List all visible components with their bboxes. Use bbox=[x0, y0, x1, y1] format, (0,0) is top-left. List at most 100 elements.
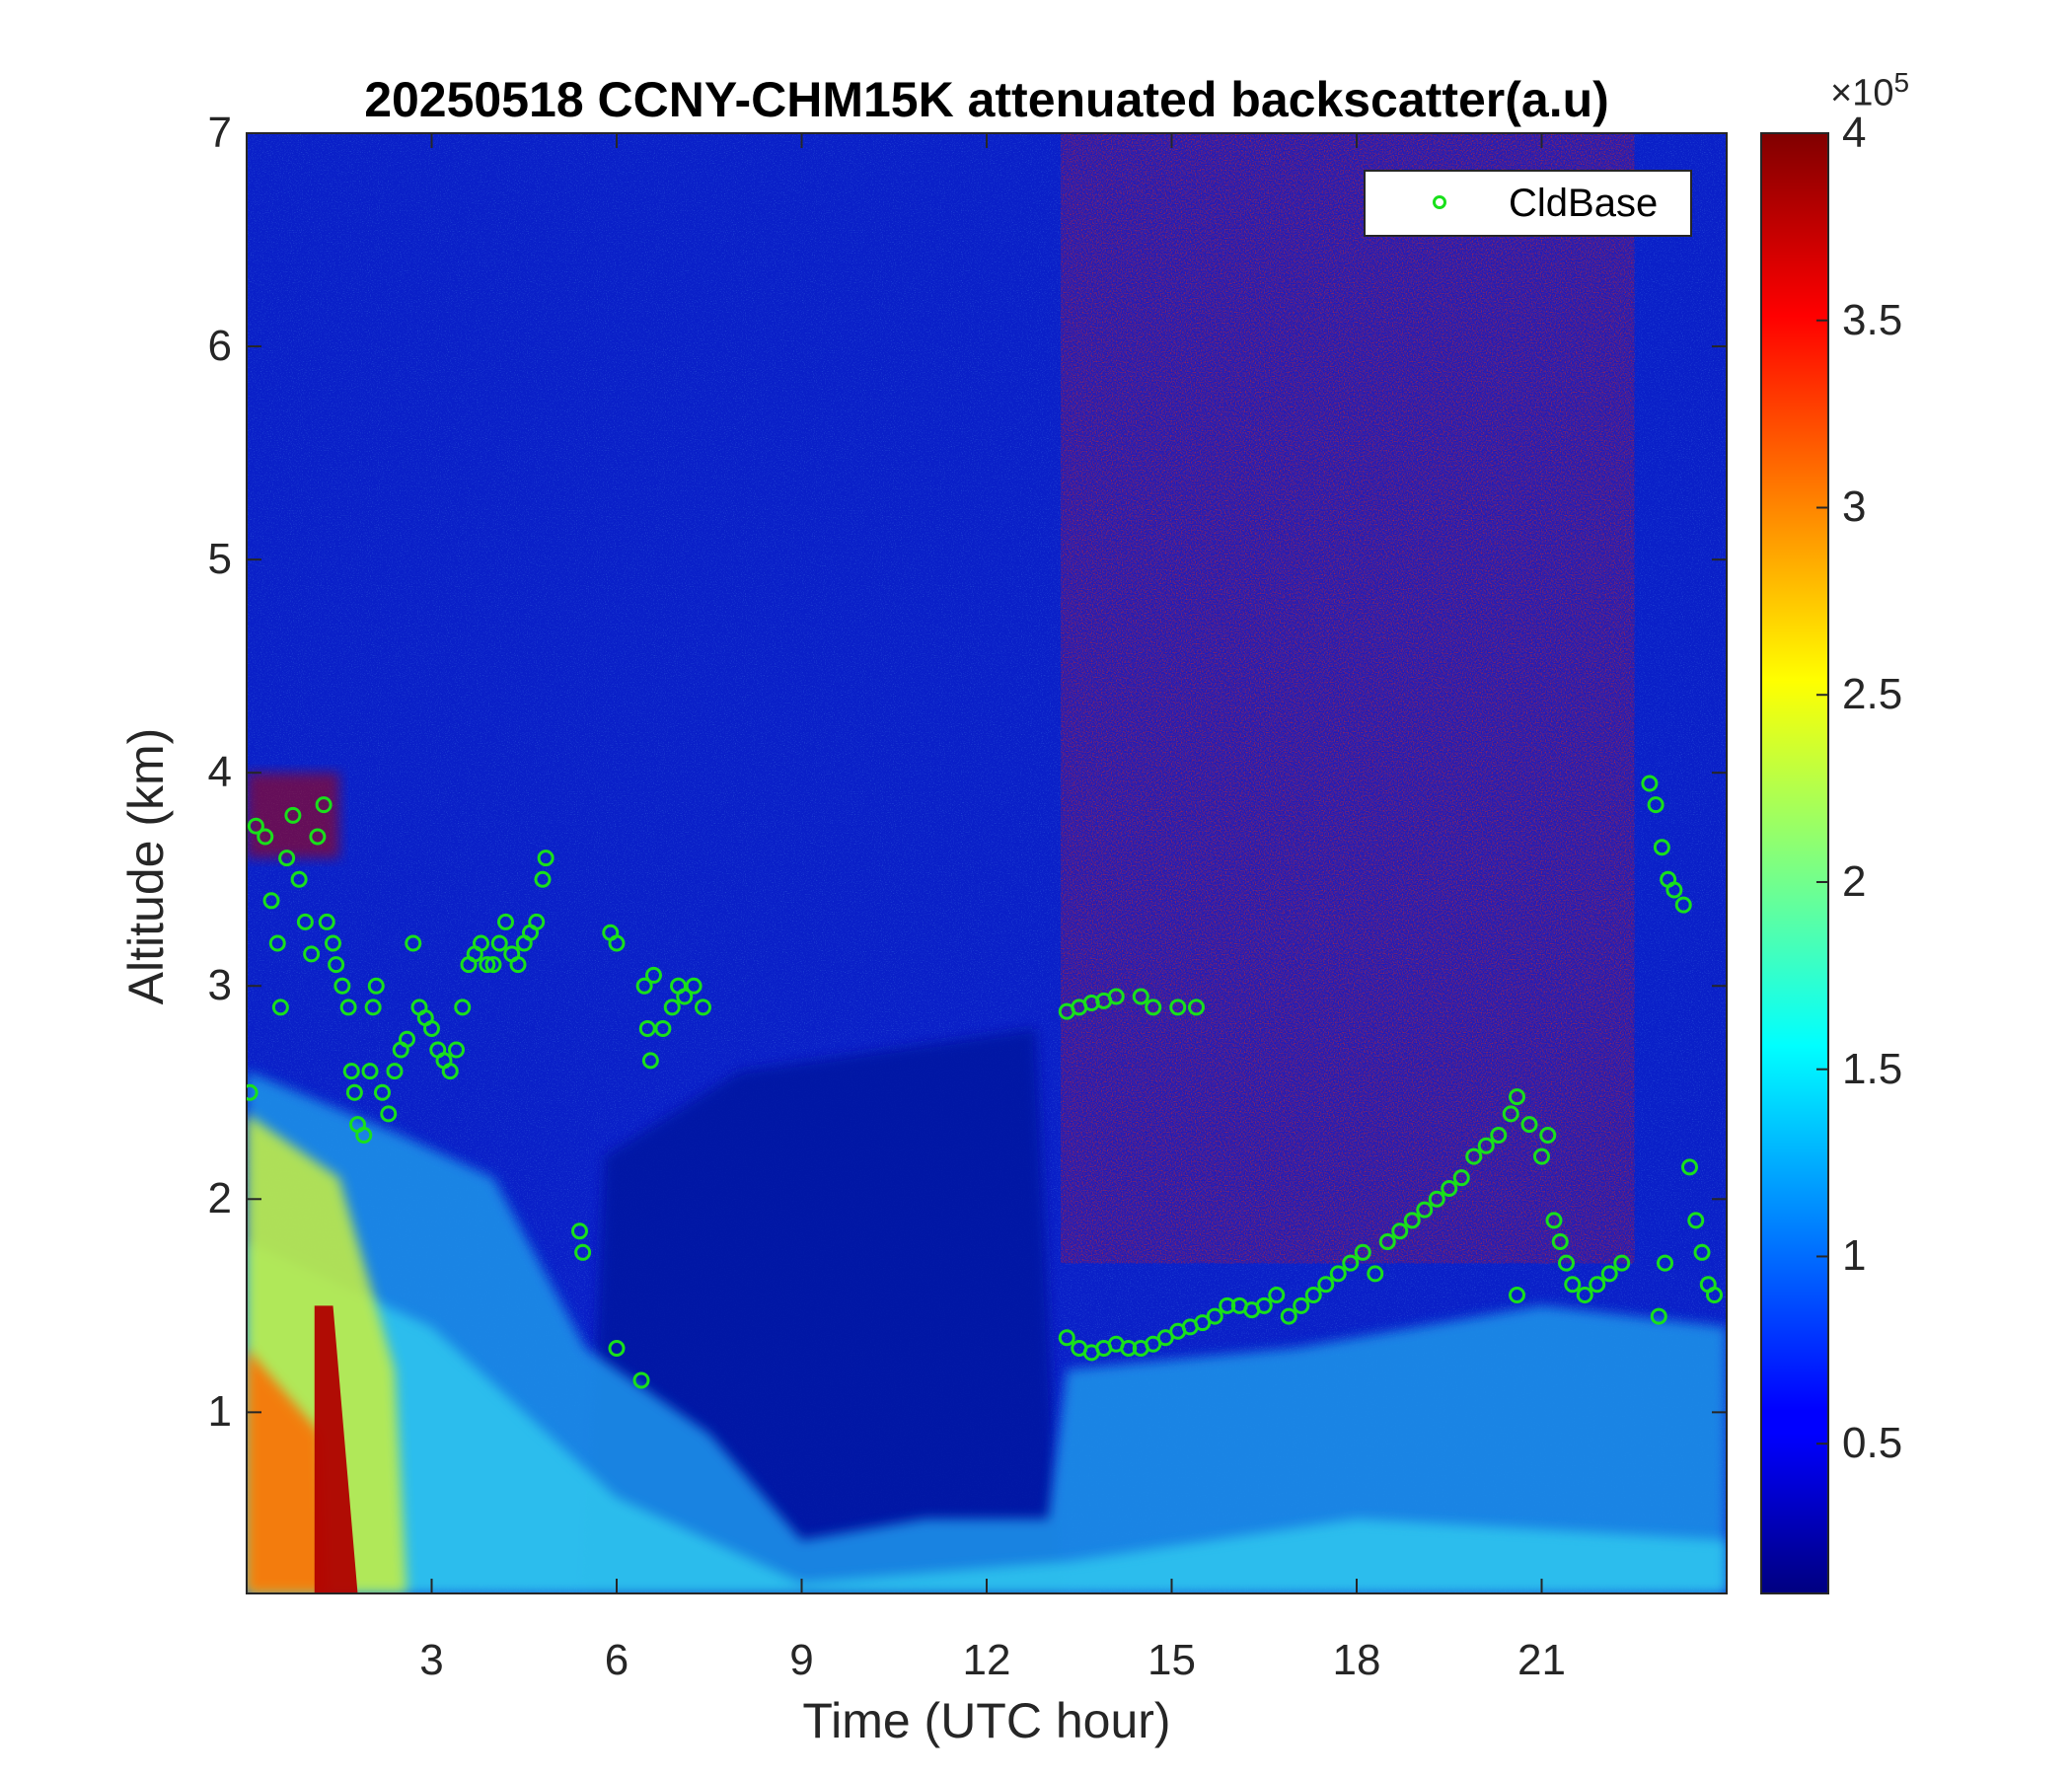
cldbase-point bbox=[290, 870, 308, 888]
cldbase-point bbox=[1657, 1254, 1673, 1272]
cldbase-point bbox=[345, 1083, 363, 1101]
cldbase-point bbox=[454, 999, 472, 1016]
cldbase-point bbox=[1545, 1212, 1563, 1229]
cldbase-point bbox=[361, 1063, 379, 1080]
cldbase-point bbox=[262, 892, 280, 910]
cldbase-point bbox=[247, 817, 264, 835]
legend: CldBase bbox=[1364, 170, 1692, 237]
cldbase-point bbox=[632, 1371, 650, 1389]
cldbase-point bbox=[386, 1063, 404, 1080]
backscatter-heatmap bbox=[247, 133, 1727, 1593]
cldbase-point bbox=[1194, 1314, 1212, 1332]
cldbase-point bbox=[303, 945, 321, 963]
cldbase-point bbox=[1391, 1222, 1409, 1240]
cldbase-point bbox=[315, 796, 333, 814]
cldbase-point bbox=[1280, 1307, 1297, 1325]
cldbase-point bbox=[1509, 1287, 1525, 1304]
cldbase-point bbox=[685, 977, 703, 995]
cldbase-point bbox=[1255, 1296, 1273, 1314]
cldbase-point bbox=[1653, 839, 1670, 856]
cldbase-point bbox=[1509, 1088, 1525, 1106]
cldbase-point bbox=[1329, 1265, 1347, 1283]
cldbase-point bbox=[1367, 1265, 1384, 1283]
cldbase-point bbox=[1145, 999, 1162, 1016]
cldbase-point bbox=[645, 966, 662, 984]
cldbase-point bbox=[367, 977, 385, 995]
cldbase-point bbox=[325, 934, 341, 952]
cldbase-point bbox=[1441, 1179, 1458, 1197]
cldbase-point bbox=[1188, 999, 1205, 1016]
cldbase-point bbox=[355, 1126, 373, 1144]
y-tick-label: 6 bbox=[207, 322, 232, 371]
cldbase-point bbox=[1428, 1190, 1445, 1208]
cldbase-point bbox=[608, 1340, 626, 1358]
cldbase-point bbox=[1206, 1307, 1223, 1325]
cldbase-point bbox=[1452, 1169, 1470, 1187]
cldbase-point bbox=[1465, 1147, 1483, 1165]
cldbase-point bbox=[1681, 1158, 1698, 1176]
y-tick-label: 4 bbox=[207, 748, 232, 797]
cldbase-point bbox=[257, 828, 274, 846]
cldbase-point bbox=[318, 913, 335, 930]
cldbase-point bbox=[448, 1041, 465, 1059]
cldbase-point bbox=[528, 913, 546, 930]
colorbar-tick-label: 2.5 bbox=[1842, 670, 1903, 719]
cldbase-point bbox=[1342, 1254, 1360, 1272]
cldbase-point bbox=[364, 999, 382, 1016]
cldbase-point bbox=[278, 850, 296, 867]
cldbase-series bbox=[247, 775, 1723, 1389]
x-tick-label: 6 bbox=[604, 1636, 629, 1684]
cldbase-point bbox=[374, 1083, 391, 1101]
y-tick-label: 3 bbox=[207, 961, 232, 1010]
x-tick-label: 9 bbox=[789, 1636, 814, 1684]
colorbar-tick-label: 1 bbox=[1842, 1231, 1867, 1281]
heatmap-afternoon-speckle bbox=[1061, 133, 1635, 1264]
x-axis-label: Time (UTC hour) bbox=[802, 1693, 1171, 1748]
y-tick-label: 2 bbox=[207, 1174, 232, 1223]
cldbase-point bbox=[296, 913, 314, 930]
cldbase-point bbox=[509, 956, 527, 974]
cldbase-point bbox=[534, 870, 552, 888]
colorbar-gradient bbox=[1760, 132, 1829, 1594]
y-tick-label: 1 bbox=[207, 1387, 232, 1437]
cldbase-point bbox=[663, 999, 681, 1016]
cldbase-point bbox=[284, 806, 302, 824]
cldbase-point bbox=[497, 913, 514, 930]
cldbase-point bbox=[1589, 1276, 1606, 1294]
cldbase-point bbox=[441, 1063, 459, 1080]
cldbase-point bbox=[268, 934, 286, 952]
cldbase-point bbox=[399, 1030, 415, 1048]
cldbase-point bbox=[1641, 775, 1659, 792]
cldbase-point bbox=[1304, 1287, 1322, 1304]
heatmap-morning-orange bbox=[247, 1348, 328, 1593]
colorbar bbox=[1760, 132, 1829, 1594]
y-tick-label: 7 bbox=[207, 109, 232, 157]
cldbase-point bbox=[247, 1083, 259, 1101]
cldbase-point bbox=[1647, 796, 1665, 814]
cldbase-point bbox=[423, 1019, 440, 1037]
cldbase-point bbox=[676, 988, 694, 1005]
cldbase-point bbox=[1665, 881, 1683, 899]
legend-marker-icon bbox=[1433, 195, 1446, 209]
heatmap-surface-layer bbox=[247, 1241, 1727, 1593]
cldbase-point bbox=[1687, 1212, 1705, 1229]
cldbase-point bbox=[1378, 1233, 1396, 1251]
cldbase-point bbox=[1674, 896, 1692, 914]
cldbase-point bbox=[1058, 1329, 1075, 1347]
cldbase-point bbox=[1169, 999, 1187, 1016]
cldbase-point bbox=[473, 934, 489, 952]
axes bbox=[246, 132, 1728, 1594]
cldbase-point bbox=[1268, 1287, 1286, 1304]
cldbase-point bbox=[1145, 1335, 1162, 1353]
cldbase-point bbox=[1156, 1329, 1174, 1347]
cldbase-point bbox=[1576, 1287, 1593, 1304]
cldbase-point bbox=[1354, 1243, 1371, 1261]
cldbase-point bbox=[328, 956, 345, 974]
legend-label: CldBase bbox=[1509, 182, 1659, 225]
cldbase-point bbox=[1693, 1243, 1711, 1261]
cldbase-point bbox=[1403, 1212, 1421, 1229]
cldbase-point bbox=[1107, 988, 1125, 1005]
cldbase-point bbox=[638, 1019, 656, 1037]
cldbase-point bbox=[1551, 1233, 1569, 1251]
